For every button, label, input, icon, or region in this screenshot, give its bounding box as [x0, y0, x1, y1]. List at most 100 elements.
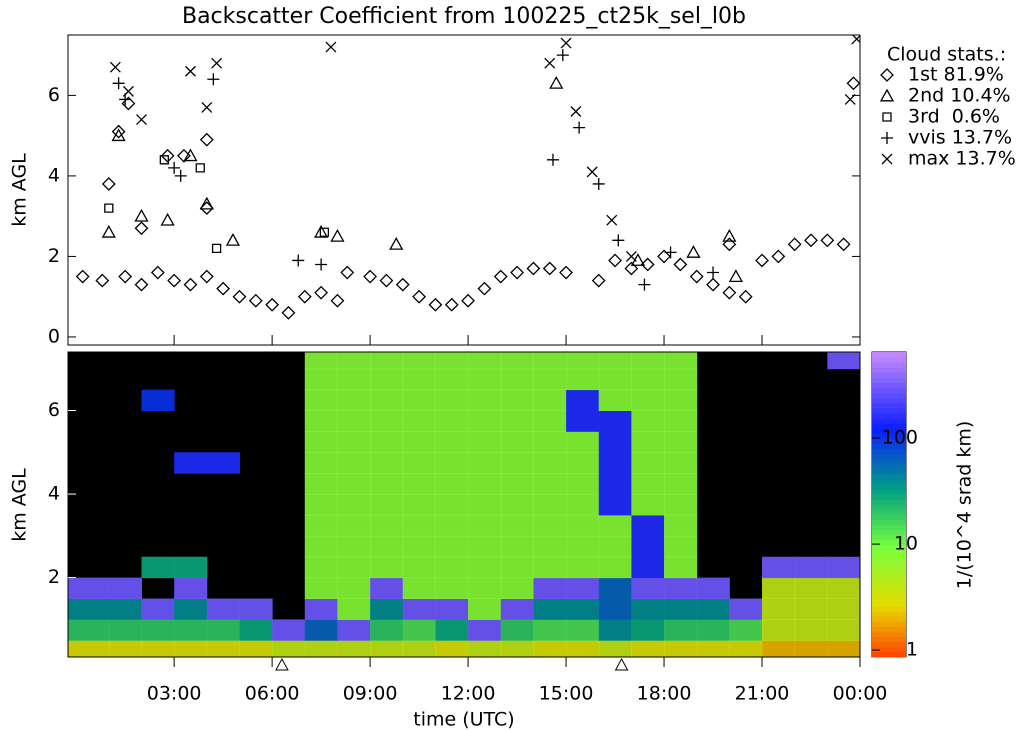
- heatmap-cell: [794, 598, 828, 620]
- heatmap-cell: [337, 556, 371, 579]
- heatmap-cell: [468, 514, 502, 537]
- heatmap-cell: [500, 368, 534, 391]
- heatmap-cell: [304, 577, 338, 600]
- heatmap-cell: [631, 410, 665, 432]
- data-point: [389, 237, 404, 250]
- heatmap-cell: [664, 556, 698, 579]
- heatmap-cell: [468, 577, 502, 600]
- heatmap-cell: [435, 514, 469, 537]
- y-tick-label: 6: [48, 399, 60, 421]
- heatmap-cell: [827, 640, 860, 657]
- data-point: [444, 297, 459, 312]
- heatmap-cell: [304, 389, 338, 411]
- heatmap-cell: [337, 389, 371, 411]
- heatmap-cell: [500, 619, 534, 641]
- heatmap-cell: [108, 640, 142, 657]
- colorbar-segment: [872, 616, 906, 622]
- data-point: [804, 233, 818, 248]
- heatmap-cell: [631, 452, 665, 474]
- data-point: [101, 177, 116, 191]
- heatmap-cell: [337, 535, 371, 558]
- colorbar-segment: [872, 504, 906, 511]
- legend-marker: [882, 112, 892, 122]
- heatmap-cell: [402, 619, 436, 641]
- heatmap-cell: [631, 514, 665, 537]
- colorbar-segment: [872, 575, 906, 582]
- data-point: [281, 305, 296, 320]
- heatmap-cell: [794, 577, 828, 600]
- heatmap-cell: [598, 514, 632, 537]
- x-tick-label: 15:00: [539, 683, 594, 705]
- heatmap-cell: [533, 535, 567, 558]
- heatmap-cell: [337, 640, 371, 657]
- heatmap-cell: [794, 619, 828, 641]
- data-point: [111, 124, 126, 139]
- heatmap-cell: [664, 494, 698, 516]
- heatmap-cell: [272, 619, 306, 641]
- heatmap-cell: [370, 368, 404, 391]
- heatmap-cell: [304, 535, 338, 558]
- heatmap-cell: [68, 640, 110, 657]
- data-point: [134, 208, 149, 222]
- heatmap-cell: [206, 640, 240, 657]
- data-point: [207, 73, 220, 86]
- heatmap-cell: [664, 352, 698, 370]
- colorbar-segment: [872, 535, 906, 541]
- colorbar-segment: [872, 382, 906, 389]
- data-point: [183, 277, 198, 292]
- heatmap-cell: [468, 410, 502, 432]
- heatmap-cell: [533, 368, 567, 391]
- heatmap-cell: [566, 535, 600, 558]
- data-point: [134, 221, 149, 236]
- heatmap-cell: [304, 640, 338, 657]
- data-point: [225, 232, 241, 246]
- heatmap-cell: [468, 556, 502, 579]
- data-point: [314, 285, 329, 300]
- colorbar-segment: [872, 362, 906, 368]
- heatmap-cell: [402, 556, 436, 579]
- heatmap-cell: [566, 640, 600, 657]
- heatmap-cell: [566, 431, 600, 453]
- data-point: [101, 224, 116, 238]
- data-point: [248, 293, 263, 308]
- legend-label: 2nd 10.4%: [908, 85, 1011, 107]
- data-point: [211, 57, 223, 69]
- heatmap-cell: [762, 577, 796, 600]
- colorbar-segment: [872, 458, 906, 465]
- colorbar-segment: [872, 489, 906, 495]
- heatmap-cell: [435, 389, 469, 411]
- data-point: [844, 93, 856, 105]
- heatmap-cell: [500, 452, 534, 474]
- data-point: [232, 289, 247, 304]
- heatmap-cell: [435, 535, 469, 558]
- y-tick-label: 4: [48, 483, 60, 505]
- heatmap-cell: [402, 352, 436, 370]
- heatmap-cell: [468, 452, 502, 474]
- colorbar-segment: [872, 499, 906, 505]
- data-point: [638, 278, 651, 291]
- heatmap-cell: [468, 598, 502, 620]
- colorbar-segment: [872, 372, 906, 378]
- legend-label: vvis 13.7%: [908, 127, 1012, 149]
- data-point: [624, 261, 639, 276]
- heatmap-cell: [272, 640, 306, 657]
- data-point: [549, 75, 564, 89]
- colorbar-segment: [872, 626, 906, 633]
- heatmap-cell: [435, 431, 469, 453]
- heatmap-cell: [370, 619, 404, 641]
- colorbar-segment: [872, 392, 906, 399]
- data-point: [544, 57, 556, 69]
- heatmap-cell: [174, 556, 208, 579]
- data-point: [846, 76, 860, 91]
- data-point: [738, 289, 753, 304]
- heatmap-cell: [664, 535, 698, 558]
- data-point: [95, 273, 110, 288]
- heatmap-cell: [533, 410, 567, 432]
- heatmap-cell: [435, 577, 469, 600]
- heatmap-cell: [370, 535, 404, 558]
- heatmap-cell: [696, 577, 730, 600]
- heatmap-cell: [631, 619, 665, 641]
- colorbar-segment: [872, 428, 906, 434]
- colorbar-segment: [872, 479, 906, 485]
- data-point: [121, 96, 136, 111]
